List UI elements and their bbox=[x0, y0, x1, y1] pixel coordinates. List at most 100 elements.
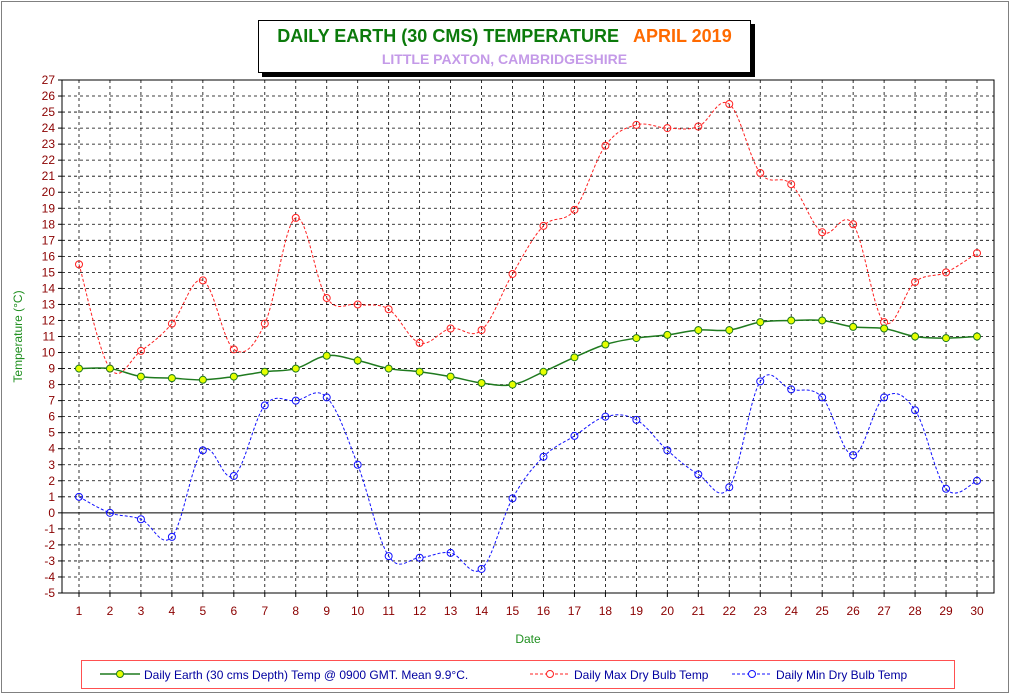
point-earth-7 bbox=[260, 367, 269, 376]
x-tick-label: 30 bbox=[970, 604, 984, 618]
x-tick-label: 7 bbox=[261, 604, 268, 618]
point-max-28 bbox=[911, 277, 920, 286]
point-earth-19 bbox=[632, 334, 641, 343]
point-max-21 bbox=[694, 122, 703, 131]
y-tick-label: 25 bbox=[42, 105, 56, 119]
point-max-20 bbox=[663, 124, 672, 133]
legend-swatch-min bbox=[732, 670, 772, 678]
y-tick-label: 1 bbox=[48, 490, 55, 504]
point-earth-17 bbox=[570, 353, 579, 362]
x-tick-label: 28 bbox=[908, 604, 922, 618]
point-earth-13 bbox=[446, 372, 455, 381]
point-max-9 bbox=[322, 294, 331, 303]
y-tick-label: 15 bbox=[42, 265, 56, 279]
x-tick-label: 8 bbox=[292, 604, 299, 618]
y-tick-label: 23 bbox=[42, 137, 56, 151]
point-max-19 bbox=[632, 120, 641, 129]
point-min-22 bbox=[725, 483, 734, 492]
point-earth-15 bbox=[508, 380, 517, 389]
legend-label-earth: Daily Earth (30 cms Depth) Temp @ 0900 G… bbox=[144, 668, 469, 682]
point-min-26 bbox=[849, 451, 858, 460]
x-tick-label: 21 bbox=[692, 604, 706, 618]
series-line-min bbox=[78, 374, 978, 572]
x-tick-label: 6 bbox=[230, 604, 237, 618]
point-max-11 bbox=[384, 305, 393, 314]
y-tick-label: 2 bbox=[48, 474, 55, 488]
point-min-27 bbox=[880, 393, 889, 402]
point-min-18 bbox=[601, 412, 610, 421]
point-max-1 bbox=[75, 260, 83, 269]
point-max-5 bbox=[198, 276, 207, 285]
point-max-10 bbox=[353, 300, 362, 309]
point-min-8 bbox=[291, 396, 300, 405]
title-box: DAILY EARTH (30 CMS) TEMPERATURE APRIL 20… bbox=[258, 20, 751, 73]
point-max-15 bbox=[508, 269, 517, 278]
y-tick-label: -3 bbox=[44, 554, 55, 568]
point-earth-28 bbox=[911, 332, 920, 341]
point-max-24 bbox=[787, 180, 796, 189]
point-min-3 bbox=[136, 515, 145, 524]
x-tick-label: 24 bbox=[785, 604, 799, 618]
point-min-23 bbox=[756, 377, 765, 386]
legend-swatch-earth bbox=[100, 670, 140, 678]
y-tick-label: 11 bbox=[43, 330, 56, 344]
point-earth-20 bbox=[663, 330, 672, 339]
y-tick-label: 27 bbox=[42, 73, 56, 87]
point-earth-30 bbox=[973, 332, 981, 341]
point-earth-16 bbox=[539, 367, 548, 376]
x-tick-label: 29 bbox=[939, 604, 953, 618]
point-min-2 bbox=[105, 508, 114, 517]
point-earth-10 bbox=[353, 356, 362, 365]
point-max-12 bbox=[415, 338, 424, 347]
legend-label-min: Daily Min Dry Bulb Temp bbox=[776, 668, 908, 682]
point-earth-11 bbox=[384, 364, 393, 373]
point-min-28 bbox=[911, 406, 920, 415]
point-min-4 bbox=[167, 532, 176, 541]
point-min-9 bbox=[322, 393, 331, 402]
point-earth-12 bbox=[415, 367, 424, 376]
y-tick-label: 20 bbox=[42, 185, 56, 199]
y-tick-label: 10 bbox=[42, 346, 56, 360]
y-tick-label: -2 bbox=[44, 538, 55, 552]
x-tick-label: 16 bbox=[537, 604, 551, 618]
x-tick-label: 12 bbox=[413, 604, 427, 618]
point-max-26 bbox=[849, 220, 858, 229]
point-min-21 bbox=[694, 470, 703, 479]
x-tick-label: 11 bbox=[382, 604, 395, 618]
x-axis-title: Date bbox=[515, 632, 541, 646]
y-tick-label: 22 bbox=[42, 153, 56, 167]
point-min-10 bbox=[353, 460, 362, 469]
legend: Daily Earth (30 cms Depth) Temp @ 0900 G… bbox=[81, 660, 955, 689]
y-tick-label: 16 bbox=[42, 249, 56, 263]
y-tick-label: 5 bbox=[48, 426, 55, 440]
y-tick-label: 0 bbox=[48, 506, 55, 520]
y-tick-label: 19 bbox=[42, 201, 56, 215]
x-tick-label: 3 bbox=[138, 604, 145, 618]
point-min-13 bbox=[446, 548, 455, 557]
x-tick-label: 20 bbox=[661, 604, 675, 618]
x-tick-label: 13 bbox=[444, 604, 458, 618]
point-min-15 bbox=[508, 494, 517, 503]
point-max-8 bbox=[291, 213, 300, 222]
y-tick-label: -5 bbox=[44, 586, 55, 600]
point-max-25 bbox=[818, 228, 827, 237]
y-tick-label: 24 bbox=[42, 121, 56, 135]
point-min-29 bbox=[942, 484, 951, 493]
point-earth-29 bbox=[942, 334, 951, 343]
x-tick-label: 18 bbox=[599, 604, 613, 618]
chart-subtitle: LITTLE PAXTON, CAMBRIDGESHIRE bbox=[381, 51, 628, 67]
point-max-22 bbox=[725, 100, 734, 109]
chart-title: DAILY EARTH (30 CMS) TEMPERATURE bbox=[277, 26, 619, 46]
point-earth-6 bbox=[229, 372, 238, 381]
point-max-23 bbox=[756, 168, 765, 177]
point-earth-9 bbox=[322, 351, 331, 360]
x-tick-label: 23 bbox=[754, 604, 768, 618]
point-earth-2 bbox=[105, 364, 114, 373]
point-max-14 bbox=[477, 326, 486, 335]
x-tick-label: 25 bbox=[815, 604, 829, 618]
x-tick-label: 10 bbox=[351, 604, 365, 618]
y-axis-title: Temperature (°C) bbox=[11, 290, 25, 382]
point-min-1 bbox=[75, 492, 83, 501]
x-tick-label: 14 bbox=[475, 604, 489, 618]
